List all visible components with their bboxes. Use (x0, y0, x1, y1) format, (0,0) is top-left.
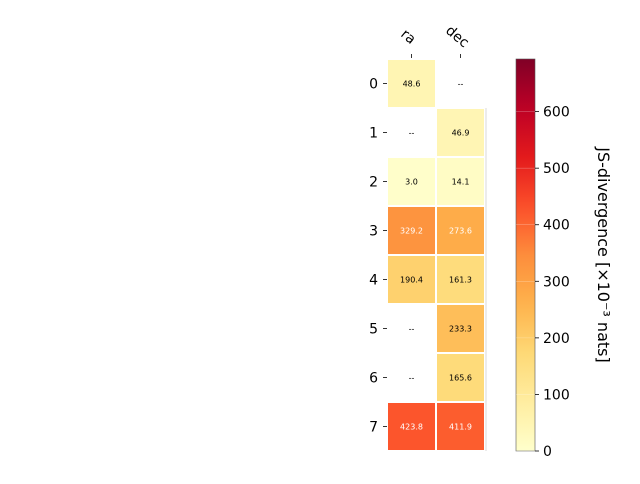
colorbar-tick-label: 100 (543, 387, 570, 403)
cell-value-label: 273.6 (449, 227, 472, 236)
colorbar-tick-label: 400 (543, 218, 570, 234)
heatmap-cell (437, 158, 484, 205)
colorbar-tick-label: 600 (543, 105, 570, 121)
colorbar (515, 58, 536, 452)
row-label-0: 0 (369, 77, 378, 93)
heatmap-cell (437, 403, 484, 450)
heatmap-cell (388, 158, 435, 205)
cell-value-label: -- (458, 80, 464, 89)
cell-value-label: 423.8 (400, 423, 423, 432)
cell-value-label: 161.3 (449, 276, 472, 285)
row-label-6: 6 (369, 371, 378, 387)
heatmap-cell (437, 305, 484, 352)
heatmap-cell (388, 256, 435, 303)
cell-value-label: 233.3 (449, 325, 472, 334)
heatmap-cell (388, 207, 435, 254)
column-label-ra: ra (397, 26, 418, 47)
cell-value-label: 48.6 (403, 80, 421, 89)
row-label-2: 2 (369, 175, 378, 191)
row-label-5: 5 (369, 322, 378, 338)
cell-value-label: 3.0 (405, 178, 418, 187)
heatmap-cell (437, 109, 484, 156)
cell-value-label: -- (409, 129, 415, 138)
row-label-4: 4 (369, 273, 378, 289)
colorbar-tick-label: 200 (543, 331, 570, 347)
colorbar-label: JS-divergence [×10⁻³ nats] (594, 146, 613, 362)
cell-value-label: -- (409, 325, 415, 334)
cell-value-label: 411.9 (449, 423, 472, 432)
heatmap-cell (437, 207, 484, 254)
colorbar-tick-label: 300 (543, 274, 570, 290)
cell-value-label: 14.1 (452, 178, 470, 187)
heatmap-cell (388, 403, 435, 450)
colorbar-tick-label: 500 (543, 161, 570, 177)
cell-value-label: 190.4 (400, 276, 423, 285)
row-label-1: 1 (369, 126, 378, 142)
heatmap-cell (388, 60, 435, 107)
heatmap-cell (437, 256, 484, 303)
cell-value-label: 165.6 (449, 374, 472, 383)
column-label-dec: dec (442, 23, 472, 51)
row-label-3: 3 (369, 224, 378, 240)
colorbar-tick-label: 0 (543, 444, 552, 460)
cell-value-label: 46.9 (452, 129, 470, 138)
heatmap-cell (437, 354, 484, 401)
cell-value-label: -- (409, 374, 415, 383)
row-label-7: 7 (369, 420, 378, 436)
cell-value-label: 329.2 (400, 227, 423, 236)
